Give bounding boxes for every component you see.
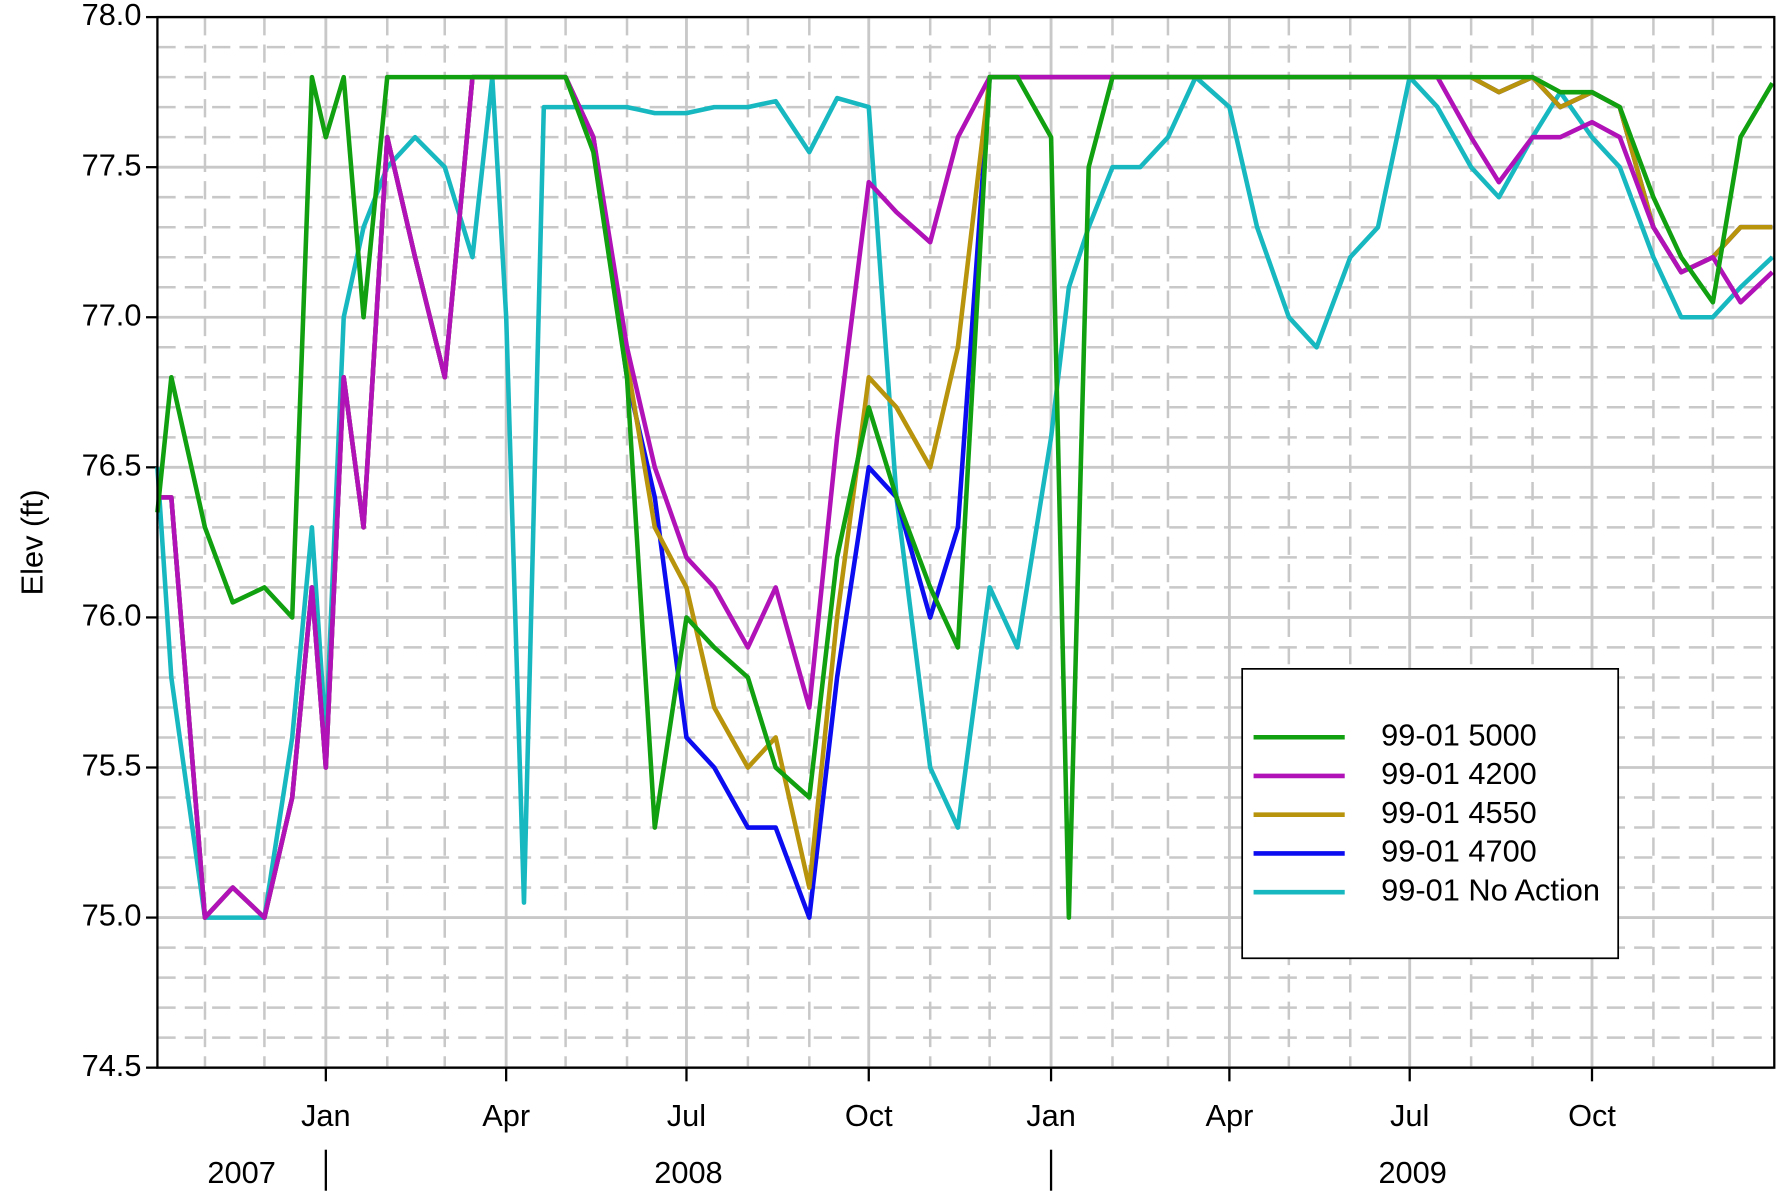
legend-label: 99-01 4700 [1381,834,1537,869]
x-tick-label: Jul [1390,1098,1429,1133]
y-tick-label: 78.0 [82,0,142,32]
legend-label: 99-01 No Action [1381,872,1600,907]
year-label: 2008 [654,1155,722,1190]
legend-label: 99-01 4550 [1381,795,1537,830]
legend-label: 99-01 4200 [1381,756,1537,791]
x-tick-label: Oct [845,1098,893,1133]
y-tick-label: 76.0 [82,598,142,633]
y-axis-label: Elev (ft) [14,489,49,595]
y-tick-label: 74.5 [82,1048,142,1083]
x-tick-label: Jan [1026,1098,1076,1133]
x-tick-label: Apr [1205,1098,1253,1133]
year-label: 2007 [207,1155,275,1190]
series-line [157,74,1774,920]
x-tick-label: Apr [482,1098,530,1133]
y-tick-label: 75.5 [82,748,142,783]
legend-label: 99-01 5000 [1381,717,1537,752]
y-tick-label: 77.5 [82,147,142,182]
y-tick-label: 76.5 [82,447,142,482]
x-tick-label: Jul [667,1098,706,1133]
legend: 99-01 5000 99-01 4200 99-01 4550 99-01 4700… [1241,668,1620,960]
series-line [155,74,1775,920]
year-label: 2009 [1378,1155,1446,1190]
x-tick-label: Jan [301,1098,351,1133]
y-tick-label: 77.0 [82,297,142,332]
plot-frame [156,15,1776,1069]
x-tick-label: Oct [1568,1098,1616,1133]
y-tick-label: 75.0 [82,898,142,933]
